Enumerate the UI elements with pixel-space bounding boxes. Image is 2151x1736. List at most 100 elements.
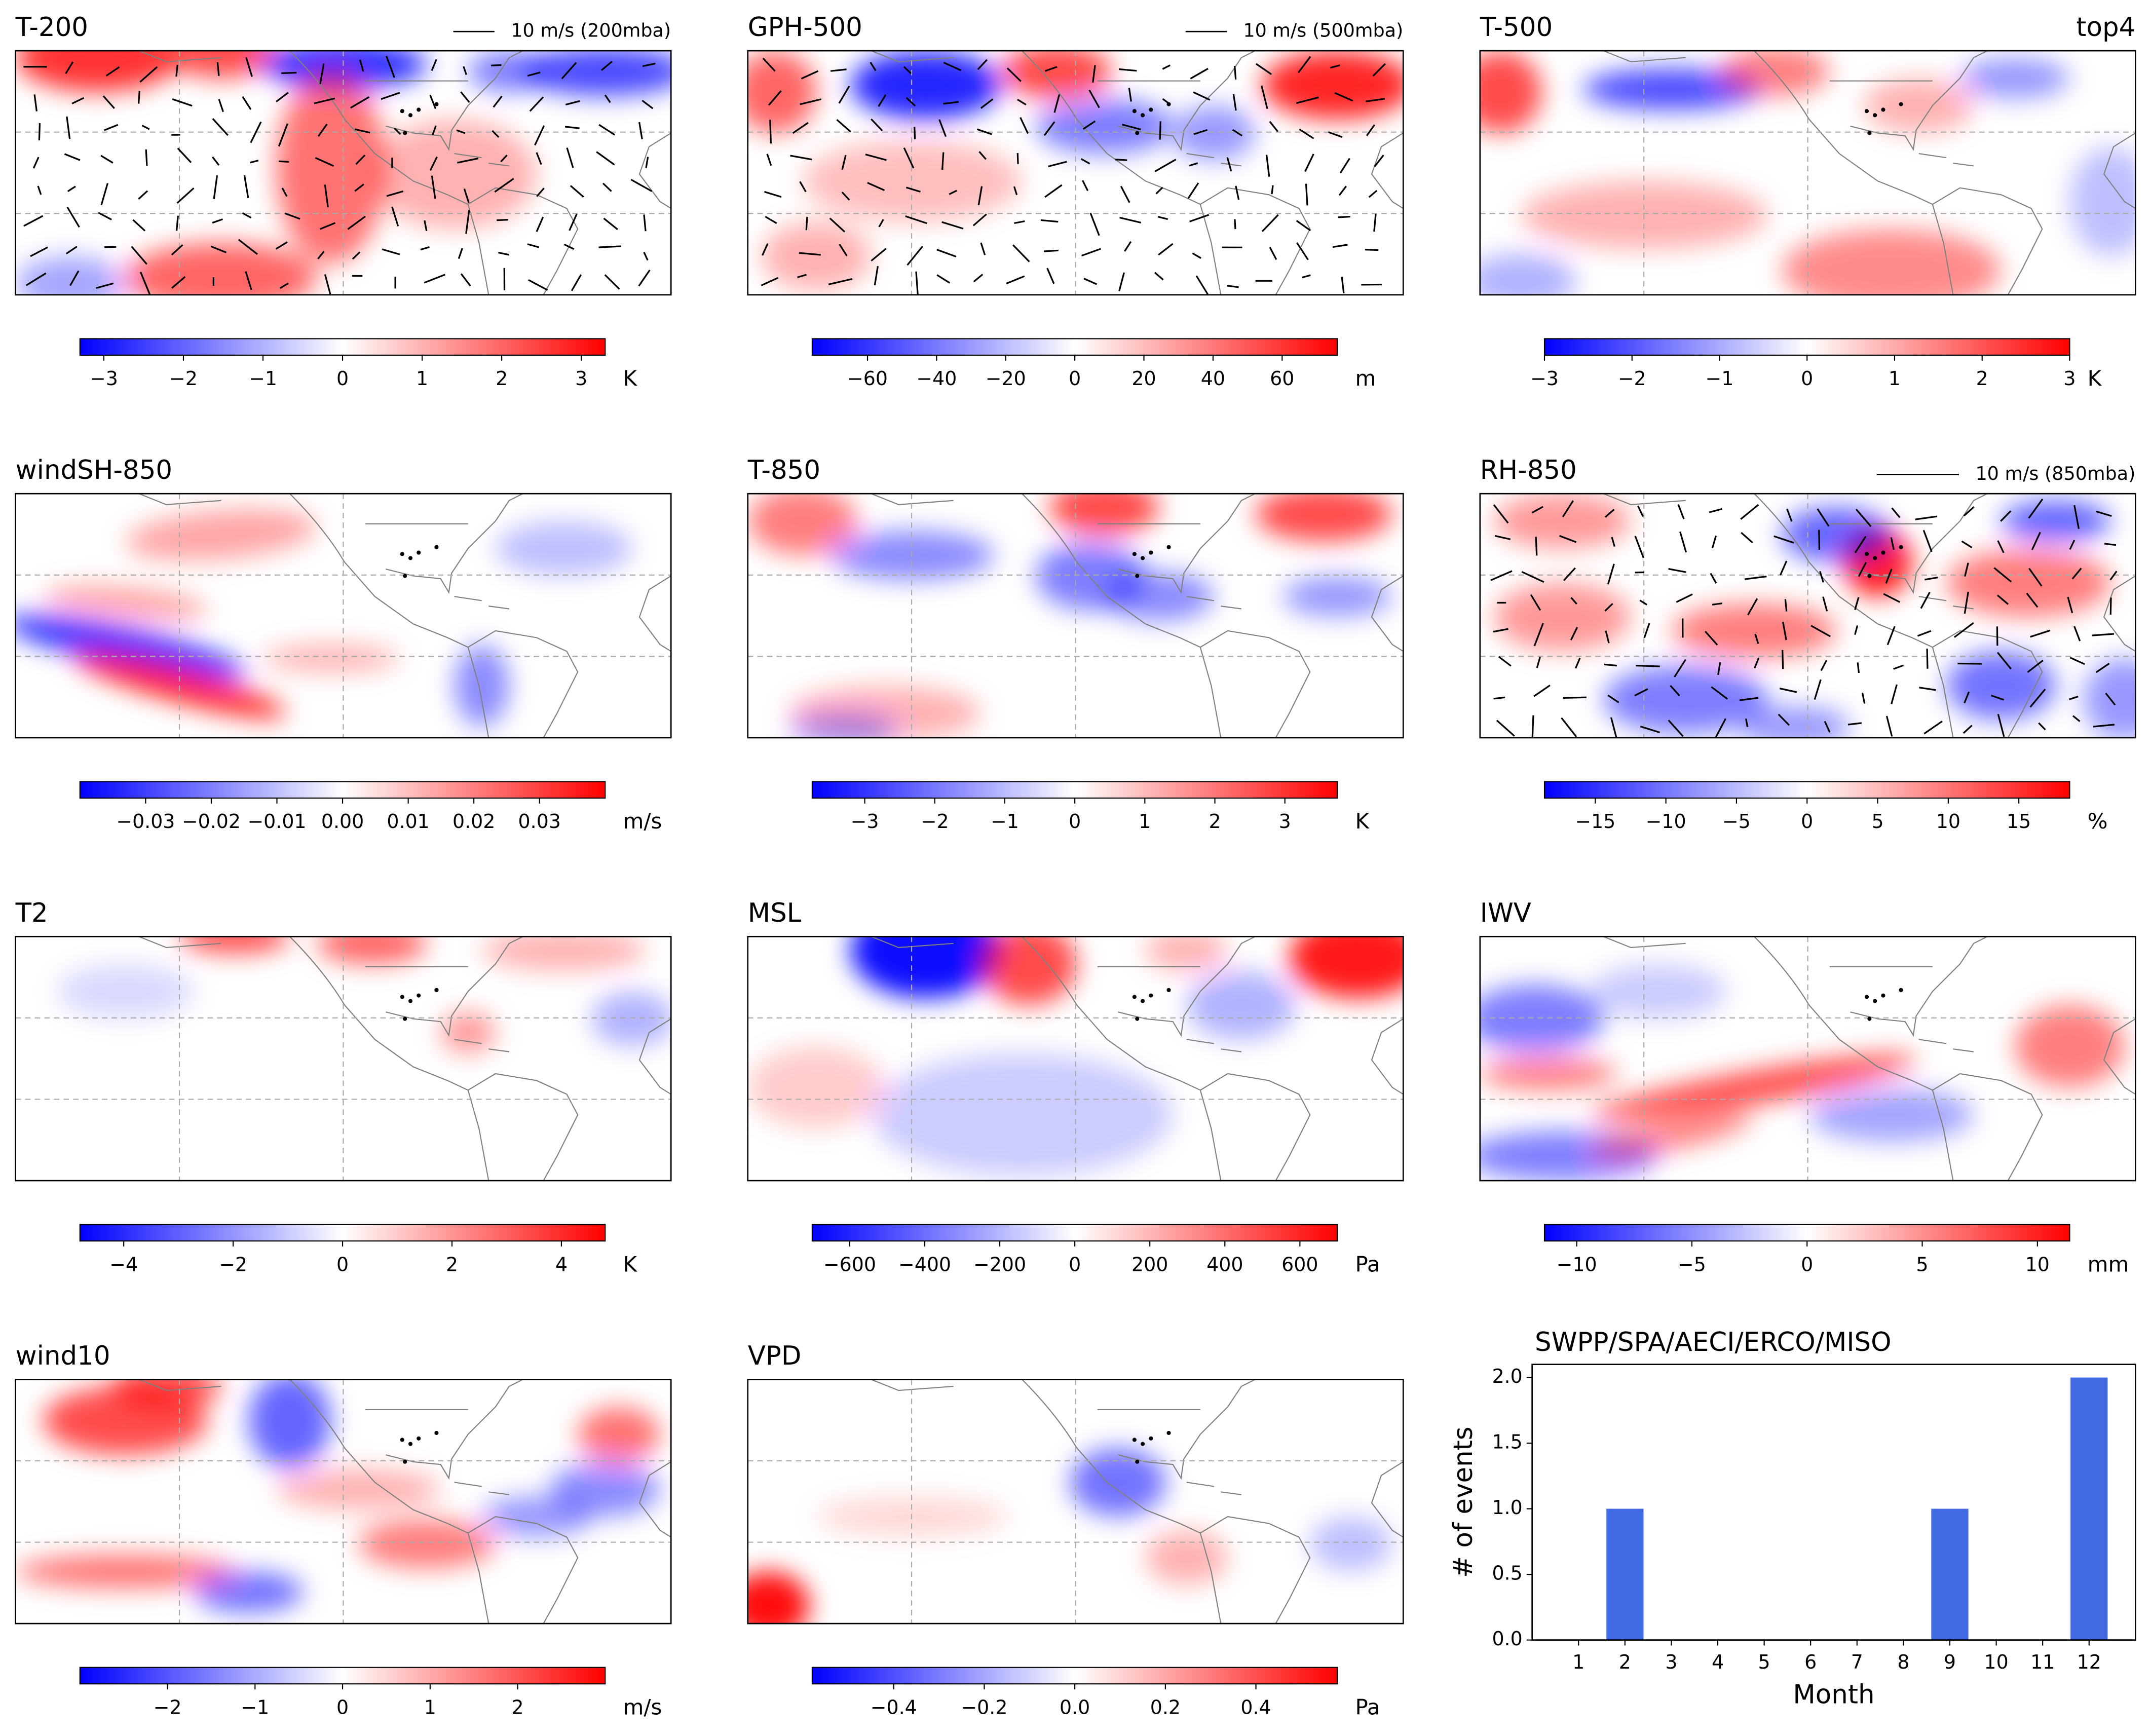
map-frame: [747, 935, 1404, 1182]
wind-vector: [354, 183, 364, 192]
colorbar: [811, 781, 1338, 799]
wind-vector: [324, 274, 331, 294]
anomaly-blob: [1493, 583, 1631, 652]
wind-vector: [212, 156, 220, 166]
site-dot: [403, 131, 407, 135]
wind-vector: [1122, 124, 1141, 131]
wind-vector: [1961, 540, 1973, 549]
colorbar-tick-label: −0.02: [182, 810, 241, 833]
wind-vector: [175, 64, 178, 77]
wind-vector: [2031, 532, 2041, 550]
wind-vector: [1193, 91, 1211, 101]
wind-vector: [242, 96, 252, 110]
colorbar: [79, 1667, 606, 1685]
anomaly-blob: [1521, 181, 1768, 250]
site-dot: [417, 1436, 421, 1441]
wind-vector: [102, 95, 115, 109]
wind-vector: [1964, 591, 1969, 614]
anomaly-blob: [125, 509, 317, 561]
wind-vector: [1128, 88, 1132, 102]
wind-vector: [105, 66, 120, 77]
wind-vector: [1020, 117, 1029, 134]
wind-vector: [2000, 510, 2012, 522]
anomaly-blob: [747, 494, 858, 555]
site-dot: [1873, 556, 1877, 560]
site-dot: [1141, 556, 1145, 560]
colorbar-tick-label: −2: [169, 367, 198, 390]
colorbar-tick-label: −2: [154, 1696, 182, 1718]
wind-vector: [1674, 659, 1686, 677]
anomaly-blob: [2069, 146, 2136, 257]
site-dot: [408, 556, 413, 560]
wind-vector: [1822, 596, 1828, 612]
wind-vector: [276, 92, 289, 102]
wind-vector: [1741, 532, 1753, 544]
coastline: [386, 1379, 523, 1480]
colorbar-tick-label: 60: [1270, 367, 1294, 390]
wind-vector: [1562, 500, 1574, 517]
wind-vector: [874, 266, 879, 286]
anomaly-blob: [1672, 603, 1837, 658]
wind-vector: [1531, 715, 1534, 737]
wind-vector: [949, 190, 957, 195]
wind-vector: [213, 175, 218, 199]
wind-vector: [104, 124, 119, 131]
x-tick-label: 7: [1851, 1651, 1863, 1673]
wind-vector: [1006, 67, 1022, 82]
anomaly-blob: [522, 51, 671, 96]
y-tick-label: 0.0: [1492, 1628, 1522, 1650]
anomaly-blob: [1310, 1517, 1392, 1572]
wind-vector: [420, 246, 430, 251]
wind-vector: [1857, 662, 1860, 673]
wind-vector: [1261, 85, 1268, 109]
wind-vector: [1299, 128, 1314, 139]
wind-vector: [2026, 592, 2039, 608]
wind-vector: [1670, 685, 1680, 697]
anomaly-blob: [816, 1496, 1008, 1537]
anomaly-blob: [1480, 253, 1576, 295]
wind-vector: [764, 191, 782, 198]
map: [15, 1379, 671, 1624]
wind-vector: [1330, 64, 1340, 69]
anomaly-blob: [591, 991, 671, 1046]
anomaly-blob: [1741, 706, 1851, 738]
wind-vector: [1885, 715, 1893, 737]
wind-vector: [1854, 597, 1860, 610]
anomaly-blob: [317, 936, 427, 964]
wind-vector: [805, 217, 808, 231]
wind-vector: [1926, 649, 1929, 669]
wind-vector: [381, 92, 400, 100]
wind-vector: [903, 147, 915, 169]
wind-vector: [1605, 509, 1615, 518]
anomaly-blob: [1809, 1087, 1974, 1143]
anomaly-blob: [747, 1046, 885, 1129]
wind-vector: [641, 99, 654, 109]
colorbar-unit: %: [2088, 809, 2108, 834]
wind-vector: [1604, 663, 1617, 667]
wind-vector: [1089, 212, 1100, 236]
wind-vector: [643, 214, 647, 232]
coastline: [138, 936, 509, 1052]
site-dot: [408, 1442, 413, 1446]
y-tick-label: 1.5: [1492, 1431, 1522, 1453]
wind-vector: [1118, 68, 1137, 72]
site-dot: [417, 550, 421, 555]
wind-vector: [2071, 568, 2082, 580]
coastline: [1200, 630, 1311, 738]
colorbar-unit: m: [1355, 366, 1376, 391]
wind-vector: [317, 124, 328, 137]
wind-vector: [1754, 657, 1760, 669]
wind-vector: [317, 251, 325, 259]
colorbar-tick-label: 0: [1801, 1253, 1813, 1275]
colorbar-tick-label: 20: [1131, 367, 1156, 390]
wind-vector: [536, 152, 542, 165]
wind-vector: [1154, 272, 1164, 281]
wind-vector: [870, 62, 877, 71]
wind-vector: [1676, 593, 1693, 603]
coastline: [1754, 494, 1954, 738]
wind-vector: [1855, 509, 1872, 527]
wind-vector: [905, 186, 921, 193]
wind-vector: [354, 128, 370, 134]
site-dot: [1132, 995, 1137, 999]
